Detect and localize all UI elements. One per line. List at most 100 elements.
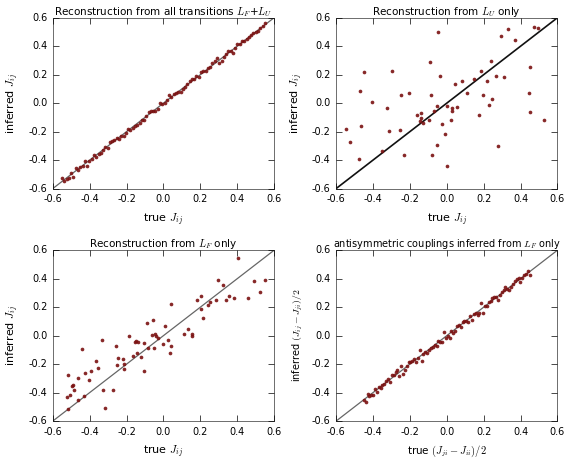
Point [111,343,120,350]
Point [217,57,226,65]
Point [142,319,152,327]
Point [460,317,469,325]
Point [490,293,499,301]
Point [346,139,355,146]
Point [74,167,83,174]
Point [108,137,117,145]
Point [126,126,135,133]
Point [398,370,408,377]
Point [188,76,197,83]
Point [447,327,456,335]
Point [397,362,406,370]
Point [425,346,434,353]
Point [205,298,214,306]
Point [356,123,365,130]
Point [183,80,192,87]
X-axis label: true $J_{ij}$: true $J_{ij}$ [426,211,467,227]
Point [380,381,389,388]
Point [238,37,247,45]
Point [443,332,452,340]
Point [400,366,409,373]
Point [137,354,146,361]
Point [233,41,242,48]
Point [219,54,229,61]
Point [112,134,121,141]
Point [484,101,494,109]
Point [439,329,449,336]
Point [495,292,504,299]
Point [433,141,442,148]
Point [260,19,270,27]
Point [187,330,196,338]
Point [149,344,158,352]
Point [156,99,165,106]
Point [525,271,534,279]
Y-axis label: inferred $J_{ij}$: inferred $J_{ij}$ [288,73,305,134]
Point [499,73,508,81]
Point [133,349,142,356]
Point [80,392,89,400]
X-axis label: true $J_{ij}$: true $J_{ij}$ [143,444,184,460]
Point [226,47,235,54]
Point [405,89,414,97]
Point [388,67,397,74]
Point [525,63,534,70]
Point [124,332,133,339]
Point [132,338,141,345]
Point [165,350,174,357]
Point [415,118,424,125]
Point [58,175,67,182]
X-axis label: true $J_{ij}$: true $J_{ij}$ [143,211,184,227]
Point [231,45,240,52]
Point [153,105,162,113]
Point [91,357,100,364]
Point [435,72,445,80]
Point [486,297,495,305]
Point [251,28,260,35]
Point [387,372,396,379]
Point [199,68,208,75]
Point [208,60,217,67]
Point [247,31,256,39]
Point [453,322,462,330]
Point [249,30,258,37]
Y-axis label: inferred $J_{ij}$: inferred $J_{ij}$ [5,305,22,366]
Point [225,292,234,300]
Point [354,156,363,163]
Point [360,69,369,76]
Point [384,127,393,135]
Point [192,72,201,80]
Point [110,136,119,144]
Point [523,267,532,274]
Point [447,117,456,124]
Point [214,276,223,284]
Point [447,104,456,112]
Point [255,289,264,296]
Point [78,162,87,170]
Point [153,334,162,341]
Point [497,288,506,296]
Point [206,64,215,71]
Point [80,157,89,165]
Point [166,342,176,350]
Point [512,275,521,283]
Point [503,286,512,293]
Point [482,302,491,309]
Point [84,377,93,384]
Point [66,391,75,399]
Point [408,358,417,365]
Point [458,318,467,325]
Point [146,108,156,115]
Point [471,310,481,317]
Point [363,390,372,398]
Point [504,25,513,32]
Point [341,126,350,133]
Point [198,315,207,322]
Point [249,277,258,285]
Point [137,116,146,124]
Point [196,306,205,313]
Point [60,177,69,185]
Title: Reconstruction from $L_U$ only: Reconstruction from $L_U$ only [372,5,521,19]
Point [370,385,380,392]
Point [117,132,126,140]
